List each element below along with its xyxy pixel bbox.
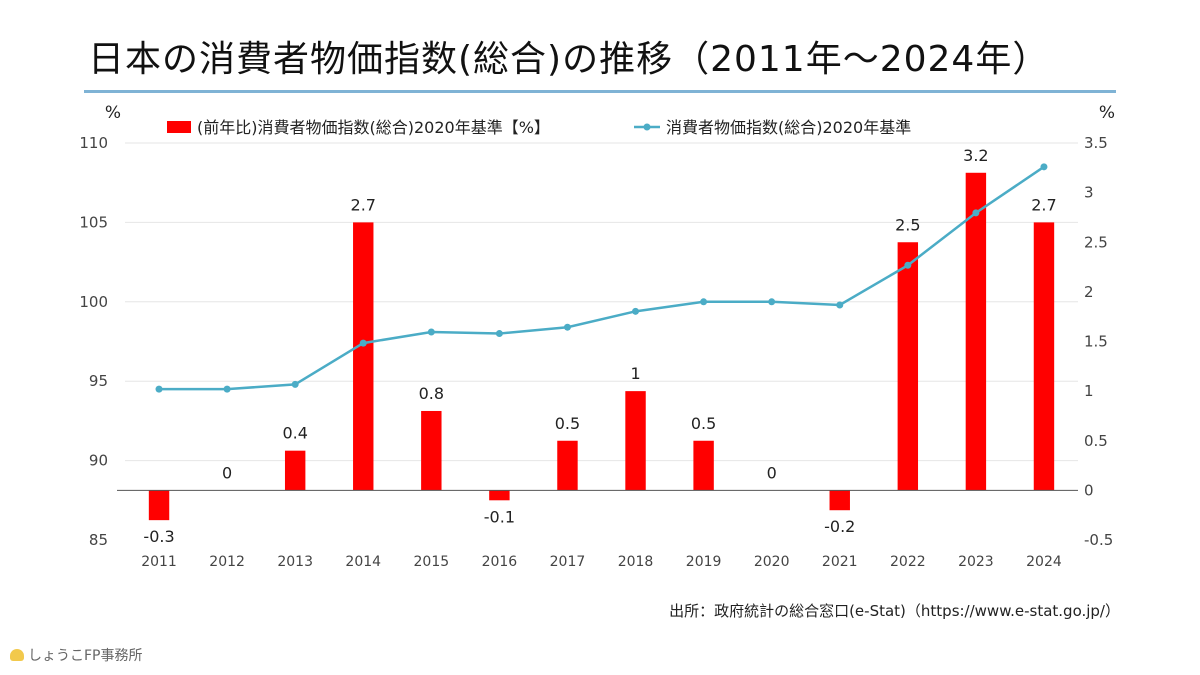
line-point [700,298,708,306]
left-tick-label: 105 [79,213,108,231]
bar-data-label: 0 [767,463,777,482]
source-note: 出所：政府統計の総合窓口(e-Stat)（https://www.e-stat.… [669,602,1120,620]
x-tick-label: 2023 [958,554,994,570]
bar [148,490,170,521]
bar [965,172,987,491]
bar-data-label: 1 [630,364,640,383]
line-point [563,323,571,331]
bar-data-label: 0.5 [555,414,580,433]
right-tick-label: 2 [1084,283,1094,301]
x-tick-label: 2021 [822,554,858,570]
right-tick-label: 3 [1084,184,1094,202]
x-tick-label: 2013 [277,554,313,570]
bar-data-label: 2.5 [895,215,920,234]
x-tick-label: 2011 [141,554,177,570]
brand-footer: しょうこFP事務所 [10,645,143,665]
right-tick-label: 1.5 [1084,333,1108,351]
legend-bar-swatch [167,121,191,133]
title-divider [84,90,1116,93]
right-tick-label: -0.5 [1084,531,1113,549]
bar-data-label: 3.2 [963,146,988,165]
bar-data-label: 0.5 [691,414,716,433]
x-tick-label: 2017 [550,554,586,570]
x-tick-label: 2022 [890,554,926,570]
bar-data-label: -0.2 [824,517,855,536]
line-point [1040,163,1048,171]
left-tick-label: 85 [89,531,108,549]
right-tick-label: 2.5 [1084,233,1108,251]
left-tick-label: 110 [79,134,108,152]
right-axis-unit: % [1099,103,1115,123]
legend-line-marker [643,123,651,131]
bar [829,490,850,511]
right-tick-label: 3.5 [1084,134,1108,152]
brand-name: しょうこFP事務所 [28,648,143,664]
right-tick-label: 1 [1084,382,1094,400]
x-tick-label: 2016 [482,554,518,570]
bar-data-label: 0.4 [282,424,307,443]
line-point [972,209,980,217]
bar-data-label: 0.8 [419,384,444,403]
x-tick-label: 2020 [754,554,790,570]
x-tick-label: 2024 [1026,554,1062,570]
bar [421,410,442,491]
x-tick-label: 2018 [618,554,654,570]
line-point [904,261,912,269]
x-tick-label: 2019 [686,554,722,570]
bar [284,450,306,491]
bar [489,490,510,501]
bar [557,440,578,491]
line-point [427,328,435,336]
bar-data-label: 2.7 [1031,195,1056,214]
bar [693,440,714,491]
bar-data-label: 2.7 [351,195,376,214]
line-point [359,339,367,347]
line-point [155,385,163,393]
legend-line-label: 消費者物価指数(総合)2020年基準 [666,118,911,137]
x-tick-label: 2015 [414,554,450,570]
x-tick-label: 2012 [209,554,245,570]
index-line [159,165,1045,391]
bar-data-label: 0 [222,463,232,482]
right-tick-label: 0.5 [1084,432,1108,450]
line-point [836,301,844,309]
legend-bar-label: (前年比)消費者物価指数(総合)2020年基準【%】 [197,118,550,137]
left-axis-unit: % [105,103,121,123]
line-point [768,298,776,306]
left-tick-label: 100 [79,293,108,311]
bar [625,391,646,491]
brand-logo-icon [10,649,24,661]
bar [353,222,374,491]
chart-title: 日本の消費者物価指数(総合)の推移（2011年～2024年） [88,39,1050,80]
bar-data-label: -0.3 [143,527,174,546]
line-point [632,307,640,315]
bar [897,242,919,491]
line-point [291,380,299,388]
left-tick-label: 95 [89,372,108,390]
x-tick-label: 2014 [345,554,381,570]
right-tick-label: 0 [1084,481,1094,499]
left-tick-label: 90 [89,452,108,470]
bar [1033,222,1055,491]
bar-data-label: -0.1 [484,507,515,526]
line-point [223,385,231,393]
line-point [495,330,503,338]
